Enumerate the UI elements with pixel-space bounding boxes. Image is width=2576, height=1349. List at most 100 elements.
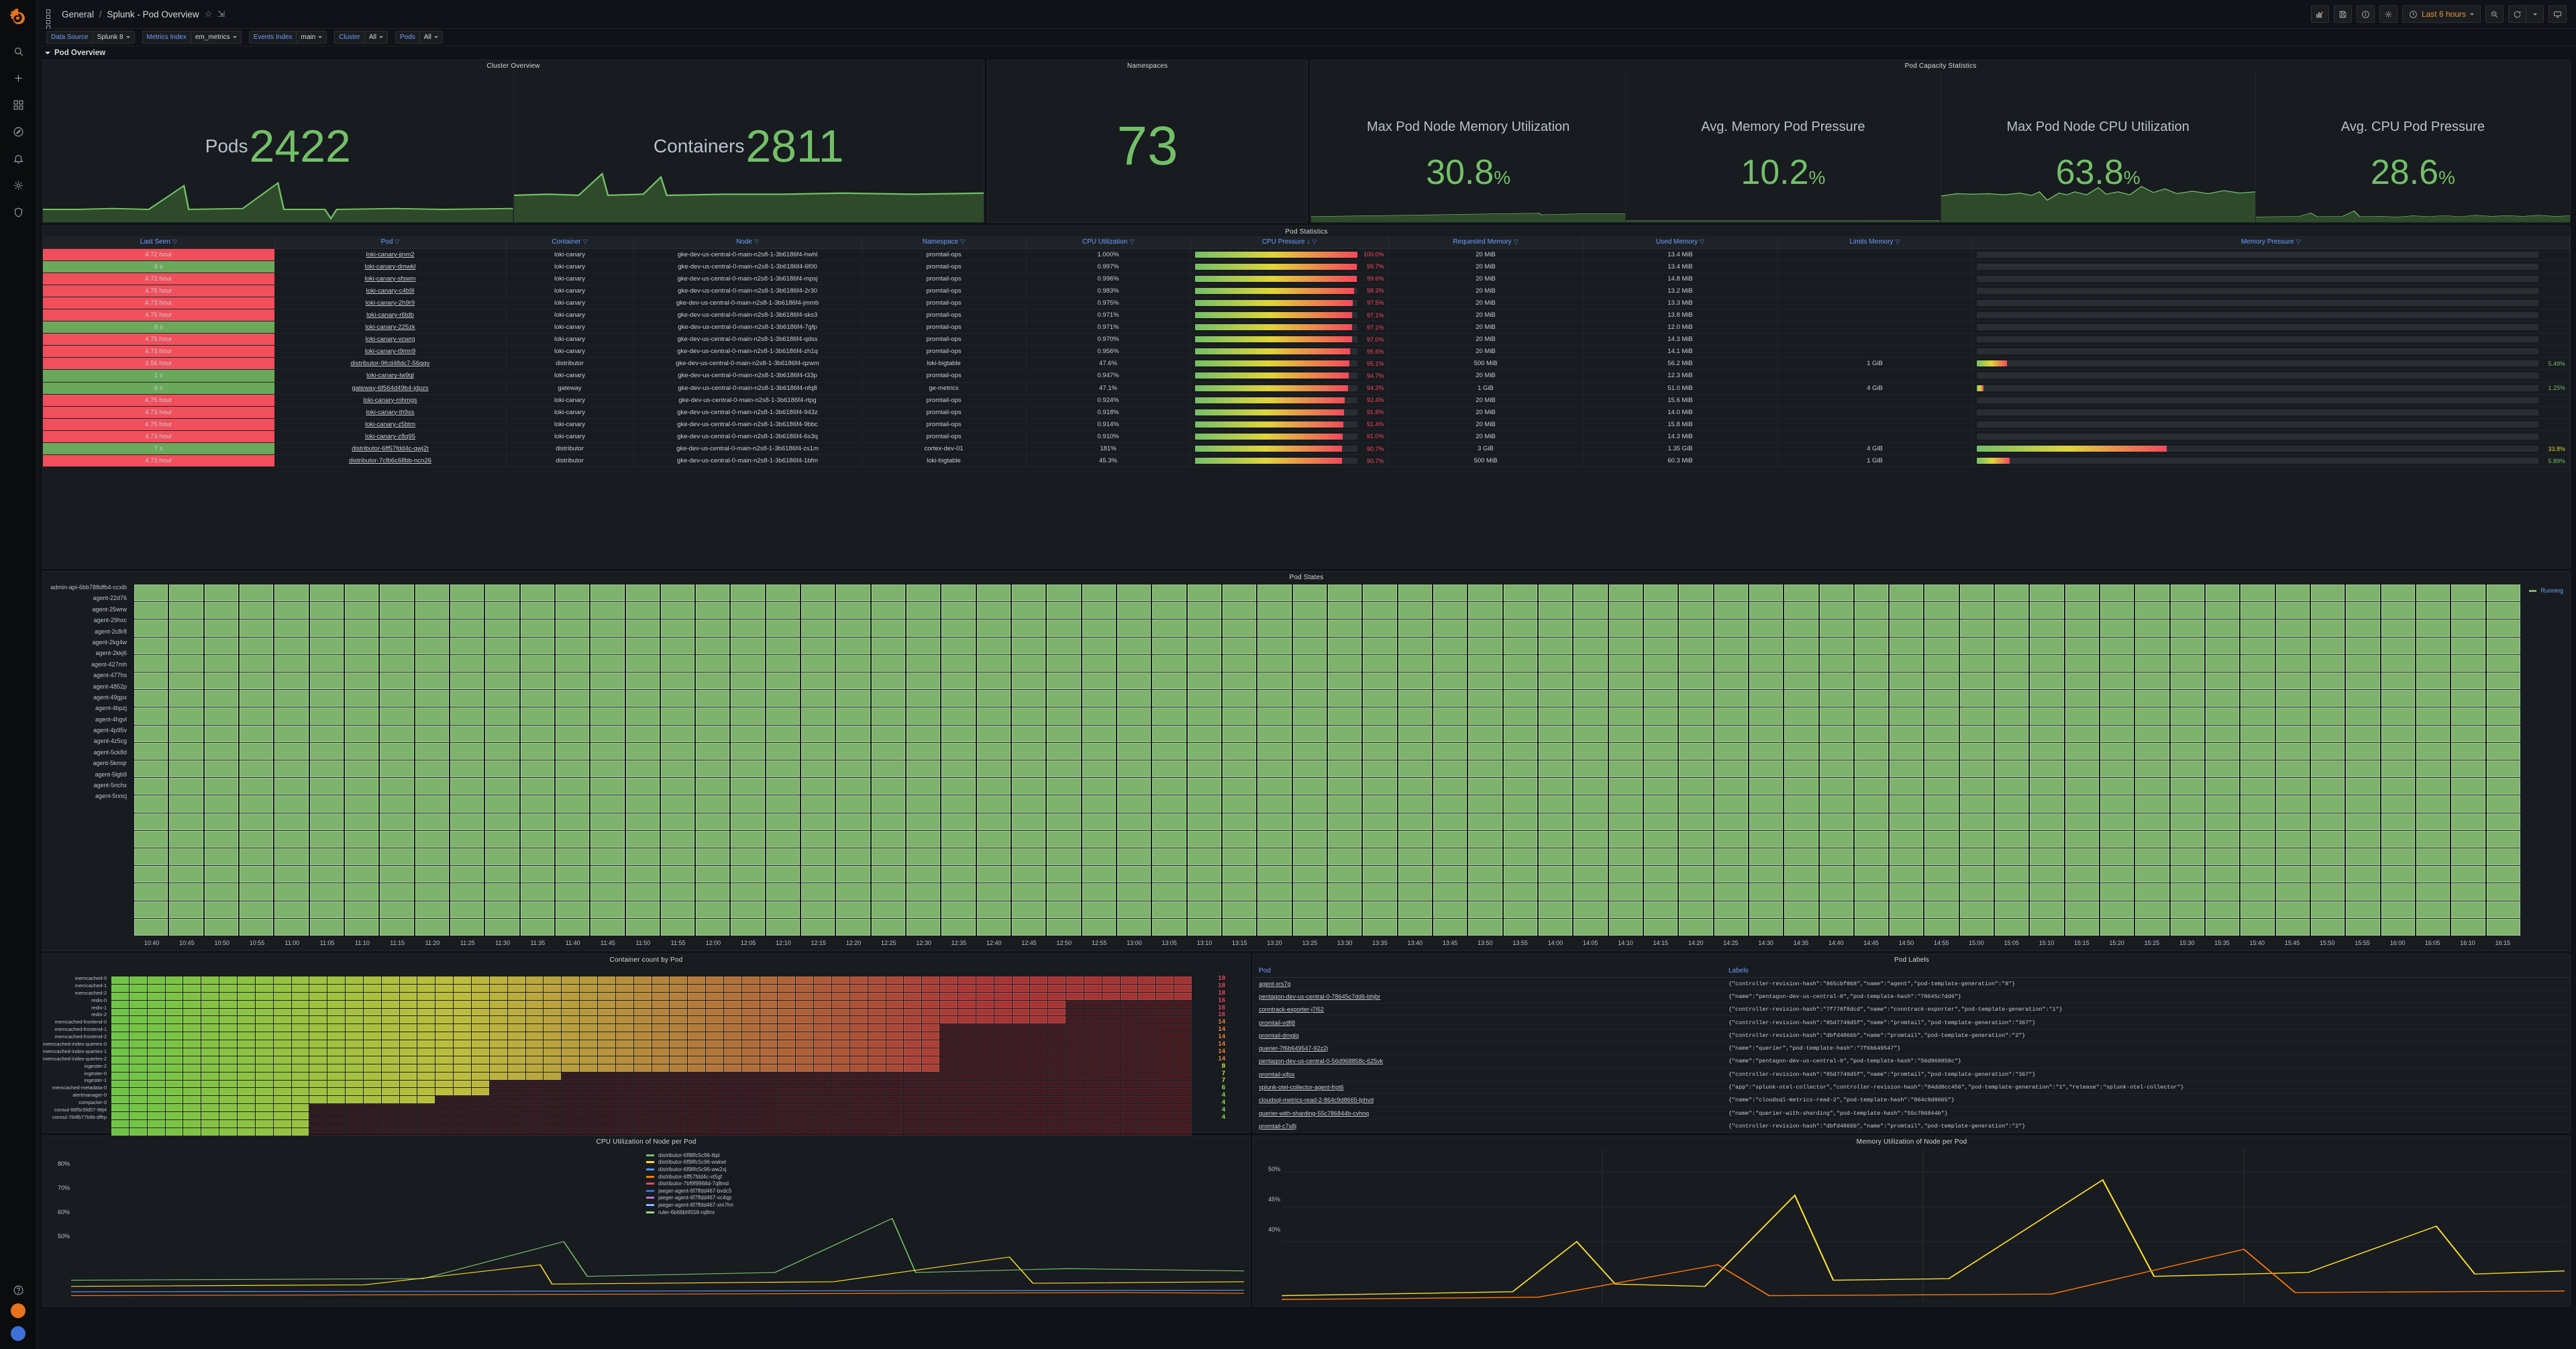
pod-state-cell[interactable]	[1995, 918, 2029, 936]
pod-state-cell[interactable]	[2170, 813, 2205, 830]
pod-state-cell[interactable]	[415, 918, 449, 936]
container-count-cell[interactable]	[454, 992, 471, 1000]
pod-state-cell[interactable]	[1187, 619, 1222, 637]
pod-state-cell[interactable]	[1679, 848, 1713, 866]
container-count-cell[interactable]	[1048, 1000, 1066, 1008]
pod-state-cell[interactable]	[2065, 760, 2100, 778]
pod-state-cell[interactable]	[1292, 672, 1327, 690]
pod-state-cell[interactable]	[2100, 602, 2134, 619]
container-count-cell[interactable]	[688, 1088, 706, 1096]
pod-state-cell[interactable]	[2030, 813, 2064, 830]
pod-state-cell[interactable]	[2416, 672, 2451, 690]
pod-state-cell[interactable]	[1714, 778, 1748, 795]
pod-state-cell[interactable]	[1433, 918, 1467, 936]
container-count-cell[interactable]	[183, 1048, 201, 1056]
pod-state-cell[interactable]	[1890, 848, 1924, 866]
pod-state-cell[interactable]	[1187, 848, 1222, 866]
container-count-cell[interactable]	[544, 1040, 562, 1048]
pod-state-cell[interactable]	[1012, 585, 1046, 602]
pod-state-cell[interactable]	[2170, 866, 2205, 883]
pod-state-cell[interactable]	[2030, 672, 2064, 690]
container-count-cell[interactable]	[1102, 1072, 1120, 1080]
container-count-cell[interactable]	[940, 1008, 958, 1016]
pod-state-cell[interactable]	[1924, 619, 1959, 637]
pod-state-cell[interactable]	[1223, 725, 1257, 742]
container-count-cell[interactable]	[597, 1128, 615, 1136]
container-count-cell[interactable]	[849, 1056, 868, 1064]
pod-state-cell[interactable]	[380, 848, 414, 866]
container-count-cell[interactable]	[1048, 1024, 1066, 1032]
pod-state-cell[interactable]	[660, 760, 695, 778]
pod-state-cell[interactable]	[2486, 725, 2520, 742]
pod-state-cell[interactable]	[1819, 707, 1853, 725]
pod-state-cell[interactable]	[274, 654, 309, 672]
pod-state-cell[interactable]	[520, 830, 554, 848]
pod-state-cell[interactable]	[1047, 866, 1081, 883]
container-count-cell[interactable]	[346, 1072, 363, 1080]
container-count-cell[interactable]	[958, 1088, 976, 1096]
pod-state-cell[interactable]	[2065, 883, 2100, 901]
pod-state-cell[interactable]	[1890, 690, 1924, 707]
pod-state-cell[interactable]	[2275, 778, 2310, 795]
container-count-cell[interactable]	[1066, 1008, 1084, 1016]
container-count-cell[interactable]	[1156, 984, 1174, 992]
pod-state-cell[interactable]	[1608, 654, 1643, 672]
container-count-cell[interactable]	[832, 1008, 849, 1016]
user-profile-button[interactable]	[11, 1303, 25, 1318]
container-count-cell[interactable]	[904, 1064, 922, 1072]
container-count-cell[interactable]	[814, 1120, 831, 1128]
container-count-cell[interactable]	[544, 1000, 562, 1008]
container-count-cell[interactable]	[562, 1016, 580, 1024]
pod-state-cell[interactable]	[380, 760, 414, 778]
pod-state-cell[interactable]	[1819, 778, 1853, 795]
pod-state-cell[interactable]	[2275, 602, 2310, 619]
pod-link[interactable]: loki-canary-mhmgs	[363, 396, 417, 404]
pod-state-cell[interactable]	[2240, 725, 2275, 742]
pod-state-cell[interactable]	[2275, 918, 2310, 936]
col-cpu-utilization[interactable]: CPU Utilization ▽	[1026, 236, 1191, 249]
pod-state-cell[interactable]	[2275, 585, 2310, 602]
pod-state-cell[interactable]	[731, 866, 765, 883]
container-count-cell[interactable]	[363, 1072, 381, 1080]
container-count-cell[interactable]	[670, 1016, 688, 1024]
container-count-cell[interactable]	[381, 977, 399, 984]
pod-state-cell[interactable]	[239, 866, 274, 883]
pod-state-cell[interactable]	[2275, 690, 2310, 707]
pod-state-cell[interactable]	[380, 795, 414, 813]
container-count-cell[interactable]	[723, 1096, 741, 1104]
pod-state-cell[interactable]	[1187, 883, 1222, 901]
container-count-cell[interactable]	[1174, 1000, 1192, 1008]
legend-item[interactable]: jaeger-agent-6f7ffdd467-xc4qp	[646, 1195, 847, 1202]
container-count-cell[interactable]	[741, 1128, 760, 1136]
pod-state-cell[interactable]	[274, 778, 309, 795]
pod-state-cell[interactable]	[485, 778, 519, 795]
container-count-cell[interactable]	[237, 1016, 255, 1024]
container-count-cell[interactable]	[994, 1104, 1012, 1112]
pod-state-cell[interactable]	[1959, 778, 1994, 795]
pod-state-cell[interactable]	[766, 707, 801, 725]
container-count-cell[interactable]	[976, 977, 994, 984]
pod-state-cell[interactable]	[1959, 707, 1994, 725]
container-count-cell[interactable]	[544, 1056, 562, 1064]
pod-state-cell[interactable]	[1538, 742, 1573, 760]
pod-state-cell[interactable]	[274, 813, 309, 830]
pod-state-cell[interactable]	[239, 848, 274, 866]
pod-state-cell[interactable]	[1468, 637, 1502, 654]
container-count-cell[interactable]	[886, 984, 904, 992]
container-count-cell[interactable]	[525, 1112, 544, 1120]
container-count-cell[interactable]	[1102, 1016, 1120, 1024]
pod-state-cell[interactable]	[520, 585, 554, 602]
container-count-cell[interactable]	[1030, 1024, 1048, 1032]
container-count-cell[interactable]	[327, 1088, 346, 1096]
pod-state-cell[interactable]	[976, 795, 1011, 813]
container-count-cell[interactable]	[723, 1128, 741, 1136]
pod-state-cell[interactable]	[1117, 602, 1151, 619]
pod-state-cell[interactable]	[907, 690, 941, 707]
pod-state-cell[interactable]	[2451, 883, 2485, 901]
pod-state-cell[interactable]	[134, 866, 168, 883]
pod-state-cell[interactable]	[1538, 637, 1573, 654]
pod-state-cell[interactable]	[204, 742, 238, 760]
container-count-cell[interactable]	[1138, 1104, 1156, 1112]
container-count-cell[interactable]	[904, 1056, 922, 1064]
pod-state-cell[interactable]	[1819, 918, 1853, 936]
